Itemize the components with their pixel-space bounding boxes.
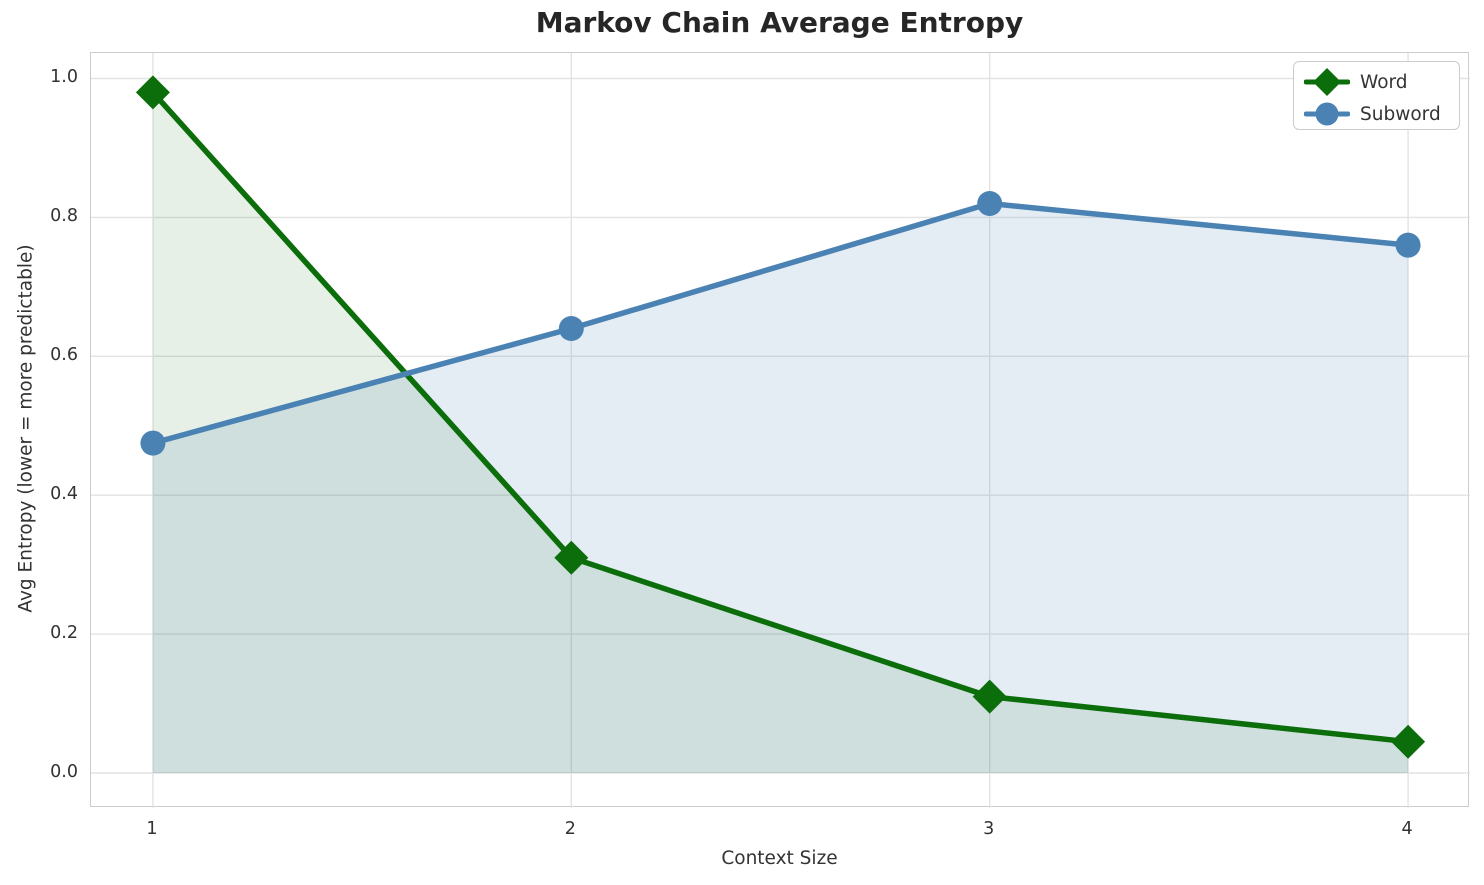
legend-label-word: Word [1360, 71, 1408, 93]
y-tick-label: 0.2 [50, 623, 78, 644]
x-tick-label: 4 [1401, 819, 1413, 839]
y-tick-label: 1.0 [50, 67, 78, 88]
legend: Word Subword [1293, 61, 1460, 130]
subword-circle-marker-icon [1304, 98, 1350, 130]
legend-label-subword: Subword [1360, 103, 1441, 125]
legend-item-subword: Subword [1304, 98, 1449, 130]
plot-area [90, 52, 1470, 808]
marker-word-2 [554, 540, 589, 575]
marker-subword-4 [1395, 232, 1421, 258]
line-subword [150, 200, 1411, 446]
plot-svg [91, 53, 1470, 808]
chart-title: Markov Chain Average Entropy [535, 6, 1024, 39]
legend-item-word: Word [1304, 66, 1449, 98]
marker-subword-1 [140, 430, 166, 456]
marker-word-4 [1391, 724, 1426, 759]
marker-subword-3 [977, 190, 1003, 216]
x-tick-label: 2 [564, 819, 576, 839]
marker-word-1 [135, 75, 170, 110]
y-tick-label: 0.8 [50, 206, 78, 227]
area-fill-subword [152, 203, 1409, 773]
x-tick-label: 1 [146, 819, 158, 839]
line-word [150, 89, 1411, 745]
marker-word-3 [972, 679, 1007, 714]
y-tick-label: 0.0 [50, 761, 78, 782]
x-tick-label: 3 [983, 819, 995, 839]
y-tick-label: 0.4 [50, 484, 78, 505]
marker-subword-2 [558, 316, 584, 342]
area-fill-word [152, 92, 1409, 773]
y-axis-label: Avg Entropy (lower = more predictable) [15, 244, 37, 613]
word-diamond-marker-icon [1304, 66, 1350, 98]
x-axis-label: Context Size [721, 848, 838, 869]
y-tick-label: 0.6 [50, 345, 78, 366]
